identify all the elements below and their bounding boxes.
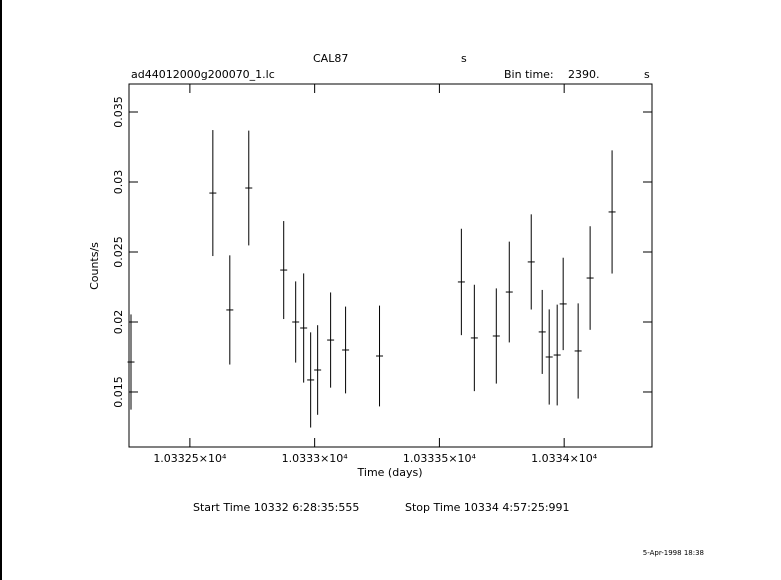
x-tick-label: 1.0334×10⁴ xyxy=(531,452,598,465)
y-axis-label: Counts/s xyxy=(88,242,101,290)
chart-title: CAL87 xyxy=(313,52,348,65)
timestamp: 5-Apr-1998 18:38 xyxy=(643,549,704,557)
y-tick-label: 0.02 xyxy=(112,310,125,335)
file-name: ad44012000g200070_1.lc xyxy=(131,68,275,81)
bin-time-unit: s xyxy=(644,68,650,81)
stop-time: Stop Time 10334 4:57:25:991 xyxy=(405,501,570,514)
plot-frame xyxy=(128,83,653,448)
x-tick-label: 1.03335×10⁴ xyxy=(403,452,477,465)
bin-time: 2390. xyxy=(568,68,600,81)
y-tick-label: 0.025 xyxy=(112,236,125,267)
x-axis-label: Time (days) xyxy=(357,466,423,479)
bin-time-label: Bin time: xyxy=(504,68,554,81)
y-tick-label: 0.015 xyxy=(112,376,125,408)
y-tick-label: 0.035 xyxy=(112,96,125,128)
x-tick-label: 1.03325×10⁴ xyxy=(153,452,227,465)
title-unit: s xyxy=(461,52,467,65)
x-tick-label: 1.0333×10⁴ xyxy=(282,452,349,465)
start-time: Start Time 10332 6:28:35:555 xyxy=(193,501,359,514)
y-tick-label: 0.03 xyxy=(112,170,125,195)
